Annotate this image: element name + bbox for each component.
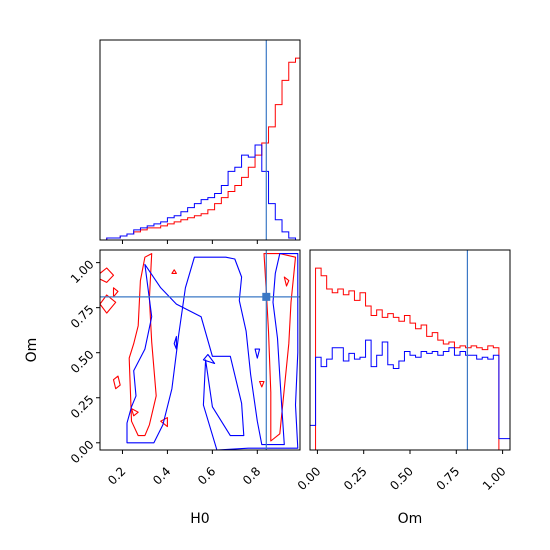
- h0-marginal-ticks: [121, 240, 258, 244]
- contour-series-2-level-2: [202, 353, 216, 365]
- om-x-tick-label: 0.75: [434, 464, 463, 493]
- x-axis-label-h0: H0: [190, 511, 209, 527]
- contour-series-1-level-1: [128, 253, 157, 437]
- om-marginal-plot-area: [310, 250, 510, 450]
- contour-series-1-level-7: [130, 408, 139, 417]
- om-x-tick-label: 0.25: [341, 464, 370, 493]
- om-y-tick-label: 0.00: [68, 437, 97, 466]
- om-x-tick-label: 1.00: [480, 464, 509, 493]
- om-marginal-ticks: 0.00 0.25 0.50 0.75 1.00: [295, 450, 509, 493]
- contour-series-1-level-10: [259, 380, 265, 388]
- om-marginal-frame: [309, 249, 511, 451]
- h0-x-tick-label: 0.4: [150, 464, 173, 487]
- om-x-tick-label: 0.00: [295, 464, 324, 493]
- y-axis-label-om: Om: [24, 338, 40, 363]
- contour-series-1-level-4: [100, 294, 117, 314]
- h0-marginal-plot-area: [100, 40, 300, 240]
- h0-x-tick-label: 0.8: [240, 464, 263, 487]
- om-marginal-panel: 0.00 0.25 0.50 0.75 1.00 Om: [295, 249, 511, 527]
- h0-om-contour-plot-area: [100, 250, 300, 450]
- om-y-tick-label: 1.00: [68, 257, 97, 286]
- h0-x-tick-label: 0.6: [195, 464, 218, 487]
- contour-series-1-level-11: [283, 276, 290, 287]
- contour-series-1-level-2: [263, 253, 297, 442]
- om-histogram-series-1: [310, 267, 510, 450]
- contour-series-1-level-6: [112, 375, 121, 390]
- h0-histogram-series-1: [100, 57, 300, 240]
- truth-marker: [262, 292, 271, 301]
- contour-series-1-level-9: [171, 269, 177, 274]
- om-histogram-series-2: [310, 339, 510, 450]
- om-y-tick-label: 0.75: [68, 302, 97, 331]
- h0-om-contour-frame: [99, 249, 301, 451]
- h0-om-contour-panel: 0.2 0.4 0.6 0.8 0.00 0.25 0.50 0.75 1.00 H0 Om: [24, 249, 301, 527]
- contour-series-1-level-3: [100, 267, 115, 283]
- h0-marginal-panel: [99, 39, 301, 244]
- x-axis-label-om: Om: [398, 511, 423, 527]
- h0-x-tick-label: 0.2: [105, 464, 128, 487]
- contour-series-1-level-5: [112, 287, 119, 298]
- om-y-tick-label: 0.25: [68, 392, 97, 421]
- h0-marginal-frame: [99, 39, 301, 241]
- om-x-tick-label: 0.50: [387, 464, 416, 493]
- h0-histogram-series-2: [100, 144, 300, 240]
- contour-series-2-level-4: [173, 335, 177, 350]
- contour-series-2-level-3: [254, 348, 261, 359]
- om-y-tick-label: 0.50: [68, 347, 97, 376]
- contour-series-2-level-1: [126, 253, 299, 450]
